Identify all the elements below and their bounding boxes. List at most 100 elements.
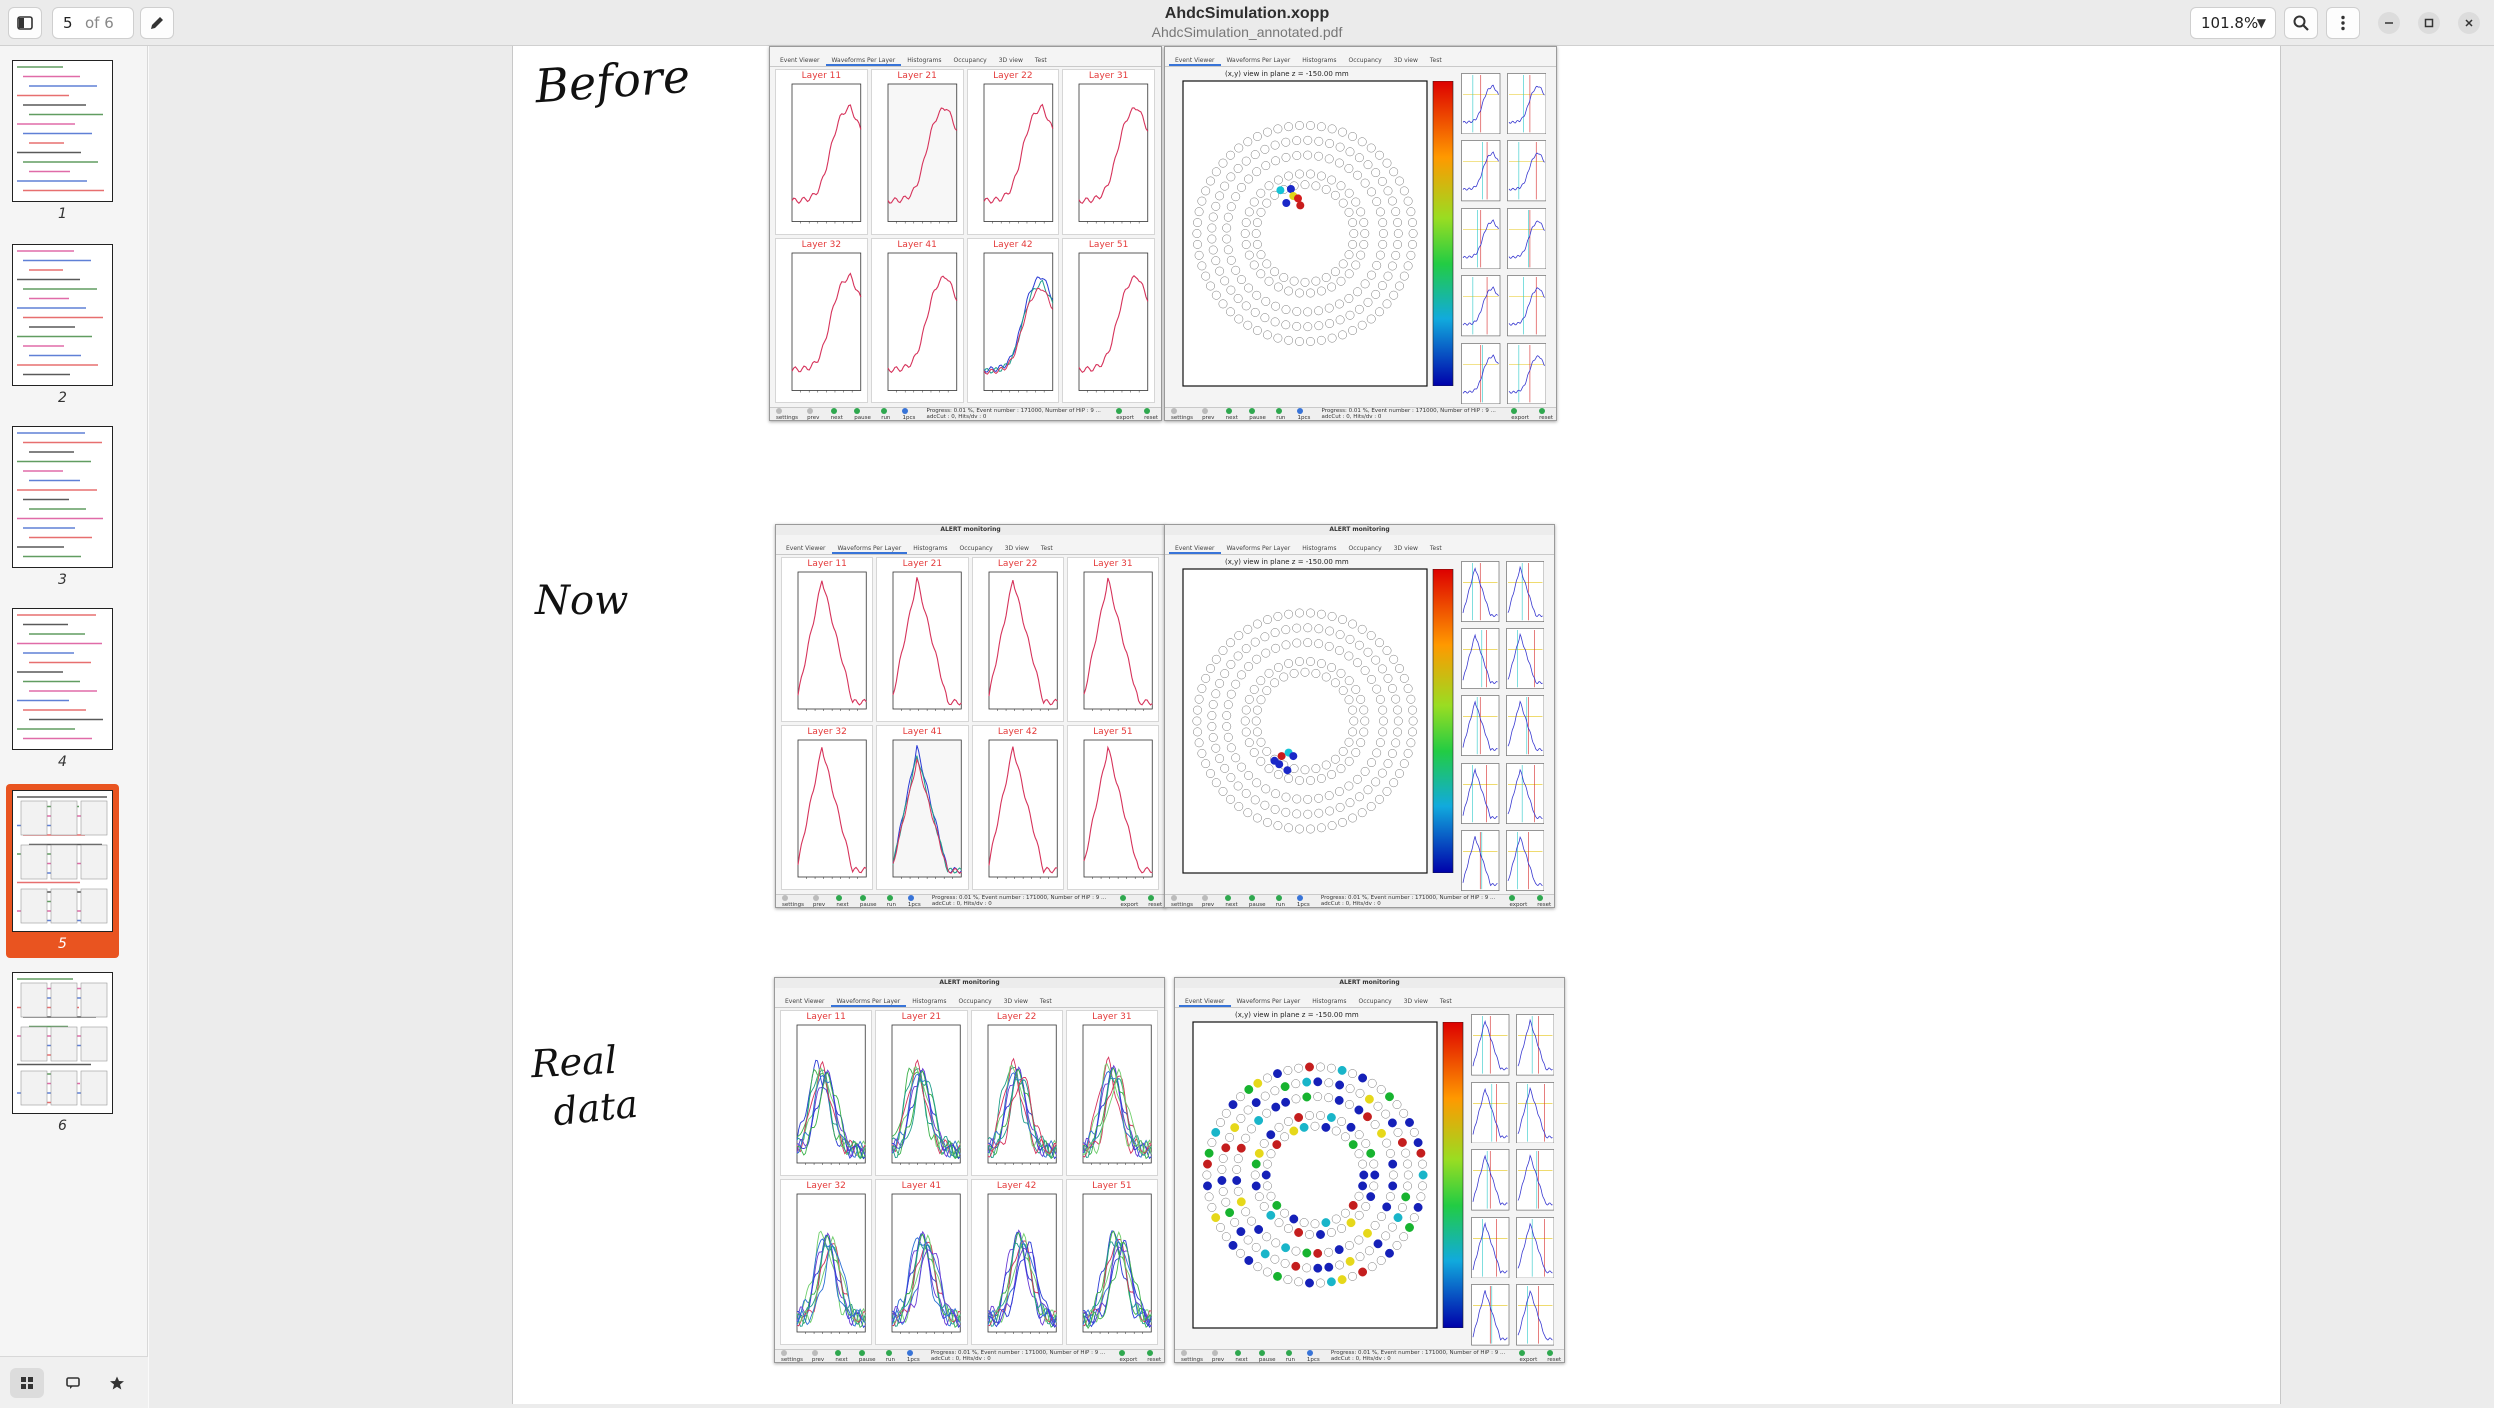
minimize-button[interactable] — [2378, 12, 2400, 34]
waveform-plot — [1078, 83, 1149, 224]
hit-waveform-thumb — [1471, 1284, 1510, 1346]
page-number-entry[interactable]: 5 of 6 — [52, 7, 134, 39]
page-thumbnail-4[interactable]: 4 — [6, 602, 119, 776]
app-tab: Histograms — [1312, 998, 1347, 1005]
app-tab: Occupancy — [953, 57, 987, 64]
status-text: reset — [1539, 414, 1554, 421]
waveforms-screenshot-0: Event Viewer Waveforms Per Layer Histogram… — [769, 46, 1162, 421]
status-item: pause — [854, 407, 873, 420]
app-tab: Histograms — [913, 545, 948, 552]
waveform-plot — [987, 571, 1058, 711]
kebab-menu-icon — [2341, 15, 2345, 31]
status-text: 1pcs — [906, 1356, 920, 1363]
bookmarks-tab[interactable] — [100, 1368, 134, 1398]
hit-waveform-thumb — [1515, 1149, 1554, 1211]
page-thumbnail-2[interactable]: 2 — [6, 238, 119, 412]
status-text: run — [1285, 1356, 1295, 1363]
status-text: export — [1116, 414, 1135, 421]
thumbnails-tab[interactable] — [10, 1368, 44, 1398]
waveform-plot — [1078, 252, 1149, 392]
status-item: settings — [776, 407, 799, 421]
status-text: reset — [1147, 1356, 1162, 1363]
current-page-value[interactable]: 5 — [63, 14, 73, 32]
annotation-before: Before — [533, 48, 692, 114]
status-item: prev — [812, 894, 829, 907]
sidebar-toggle-button[interactable] — [8, 7, 42, 39]
status-text: 1pcs — [1296, 901, 1310, 908]
status-dot-icon — [1306, 1349, 1313, 1356]
status-dot-icon — [1297, 407, 1304, 414]
status-item: reset — [1148, 894, 1165, 907]
status-dot-icon — [885, 1349, 892, 1356]
app-tab: Occupancy — [958, 998, 992, 1005]
close-icon — [2465, 19, 2473, 27]
hit-waveform-thumb — [1461, 73, 1501, 135]
hit-waveform-thumb — [1461, 207, 1501, 269]
file-selected-label — [1165, 47, 1556, 55]
status-text: settings — [781, 1356, 803, 1363]
page-thumbnail-1[interactable]: 1 — [6, 54, 119, 228]
zoom-dropdown[interactable]: 101.8% ▼ — [2190, 7, 2276, 39]
app-tab: Test — [1429, 57, 1442, 64]
app-tab: Waveforms Per Layer — [831, 543, 908, 554]
status-text: settings — [776, 414, 798, 421]
layer-panel: Layer 31 — [1062, 69, 1155, 235]
waveform-plot — [892, 571, 962, 711]
hit-waveform-thumb — [1461, 275, 1501, 337]
layer-title: Layer 11 — [807, 559, 847, 569]
app-tab: Waveforms Per Layer — [1236, 998, 1301, 1005]
status-text: pause — [859, 901, 877, 908]
waveform-plot — [983, 252, 1053, 392]
layer-title: Layer 11 — [801, 71, 842, 81]
status-item: prev — [1211, 1349, 1228, 1362]
hit-waveform-thumb — [1505, 829, 1544, 891]
layer-panel: Layer 11 — [781, 557, 874, 722]
document-view[interactable]: Before Now Real data Event Viewer Wavefor… — [149, 46, 2494, 1408]
status-text: reset — [1537, 901, 1552, 908]
status-dot-icon — [1211, 1349, 1218, 1356]
page-total-label: of 6 — [85, 14, 114, 32]
file-selected-label — [776, 535, 1165, 543]
status-text: Progress: 0.01 %, Event number : 171000,… — [1320, 895, 1496, 907]
status-item: run — [881, 407, 894, 421]
layer-title: Layer 21 — [902, 559, 943, 569]
layer-panel: Layer 31 — [1065, 1010, 1158, 1176]
status-dot-icon — [1171, 407, 1177, 414]
page-thumbnail-6[interactable]: 6 — [6, 966, 119, 1140]
status-dot-icon — [807, 407, 814, 414]
pdf-page-5: Before Now Real data Event Viewer Wavefor… — [512, 46, 2281, 1404]
layer-title: Layer 51 — [1088, 239, 1129, 250]
status-text: next — [1235, 1356, 1248, 1363]
app-tab: 3D view — [1393, 545, 1418, 552]
maximize-button[interactable] — [2418, 12, 2440, 34]
waveform-plot — [797, 571, 867, 711]
annotations-tab[interactable] — [56, 1368, 90, 1398]
app-status-bar: settings prev next pause run 1pcs Progress: 0.… — [1175, 1349, 1564, 1362]
waveform-plot — [892, 739, 962, 879]
hit-waveform-thumb — [1506, 73, 1546, 135]
page-thumbnail-3[interactable]: 3 — [6, 420, 119, 594]
status-item: pause — [1258, 1349, 1278, 1362]
layer-panel: Layer 32 — [775, 237, 868, 403]
app-window-title: ALERT monitoring — [1175, 978, 1564, 988]
annotate-button[interactable] — [140, 7, 174, 39]
main-menu-button[interactable] — [2326, 7, 2360, 39]
page-thumbnail-image — [12, 244, 113, 386]
status-text: run — [885, 1356, 895, 1363]
app-tab: Event Viewer — [1169, 55, 1221, 66]
event-viewer-screenshot-0: Event Viewer Waveforms Per Layer Histogram… — [1164, 46, 1557, 421]
file-selected-label — [775, 988, 1164, 996]
status-text: run — [881, 414, 891, 421]
app-tab: Histograms — [907, 57, 942, 64]
layer-title: Layer 32 — [807, 727, 847, 737]
status-item: settings — [782, 894, 805, 907]
status-item: export — [1511, 407, 1531, 420]
hit-waveform-thumb — [1461, 628, 1500, 690]
page-thumbnails-sidebar: 1 2 3 4 5 6 — [0, 46, 148, 1408]
status-dot-icon — [1171, 894, 1177, 901]
layer-panel: Layer 42 — [971, 725, 1064, 890]
page-thumbnail-5[interactable]: 5 — [6, 784, 119, 958]
search-button[interactable] — [2284, 7, 2318, 39]
close-button[interactable] — [2458, 12, 2480, 34]
status-item: reset — [1539, 407, 1556, 421]
